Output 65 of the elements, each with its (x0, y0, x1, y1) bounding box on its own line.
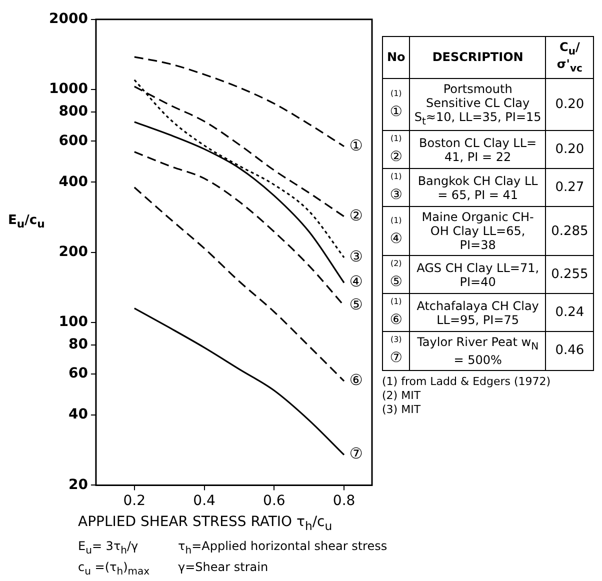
y-tick-label: 80 (68, 336, 88, 353)
annotation: ③ (349, 247, 363, 266)
text: ⑦ (390, 350, 402, 366)
text: 0.24 (546, 294, 594, 332)
text: No (382, 36, 410, 78)
text: Atchafalaya CH Clay LL=95, PI=75 (410, 294, 546, 332)
text: AGS CH Clay LL=71, PI=40 (410, 256, 546, 294)
text: C$_{u}$/σ'$_{vc}$ (546, 36, 594, 78)
annotation: ④ (349, 272, 363, 291)
x-tick-label: 0.8 (332, 493, 356, 510)
text: (2) (390, 259, 402, 268)
line-series (134, 186, 345, 382)
annotation: ⑤ (349, 296, 363, 314)
annotation: ⑦ (349, 444, 363, 463)
line-series (134, 307, 345, 456)
text: (1) (390, 134, 402, 144)
text: (2) MIT (382, 388, 422, 403)
text: (1) (390, 297, 402, 306)
x-axis-title: APPLIED SHEAR STRESS RATIO τ$_{h}$/c$_{u}$ (78, 514, 332, 533)
text: 0.27 (546, 168, 594, 207)
x-tick-label: 0.4 (193, 493, 216, 510)
y-tick-label: 20 (68, 476, 88, 493)
text: (1) (390, 172, 402, 182)
text: 0.20 (546, 78, 594, 131)
annotation: ① (349, 136, 363, 154)
y-tick-label: 1000 (48, 81, 88, 98)
y-tick-label: 800 (58, 104, 88, 120)
y-tick-label: 400 (58, 174, 88, 190)
text: ① (390, 104, 402, 120)
text: DESCRIPTION (410, 36, 546, 78)
text: c$_{u}$ =(τ$_{h}$)$_{max}$ (78, 559, 151, 580)
text: (1) (390, 216, 402, 225)
text: E$_{u}$= 3τ$_{h}$/γ (78, 538, 140, 558)
x-tick-label: 0.6 (263, 493, 286, 510)
text: (3) (390, 335, 402, 344)
text: ⑥ (390, 312, 402, 328)
text: Taylor River Peat w$_{N}$ = 500% (417, 335, 539, 367)
text: (3) MIT (382, 402, 422, 417)
y-tick-label: 200 (58, 244, 88, 260)
text: γ=Shear strain (178, 559, 268, 576)
annotation: ② (349, 206, 363, 224)
text: 0.285 (546, 206, 594, 256)
text: τ$_{h}$=Applied horizontal shear stress (178, 538, 388, 558)
text: Maine Organic CH-OH Clay LL=65, PI=38 (410, 206, 546, 256)
text: ② (390, 149, 402, 166)
y-tick-label: 600 (58, 132, 88, 149)
text: 0.255 (546, 256, 594, 294)
text: (1) from Ladd & Edgers (1972) (382, 374, 552, 389)
text: Bangkok CH Clay LL = 65, PI = 41 (410, 168, 546, 207)
text: ④ (390, 230, 402, 247)
y-tick-label: 100 (58, 314, 88, 330)
y-tick-label: 40 (68, 406, 88, 423)
text: 0.46 (546, 332, 594, 370)
y-tick-label: 2000 (48, 11, 88, 28)
text: 0.20 (546, 130, 594, 169)
text: Portsmouth Sensitive CL Clay S$_{t}$≈10, LL=35, PI=15 (410, 78, 546, 131)
y-tick-label: 60 (68, 366, 88, 382)
line-series (134, 56, 345, 148)
text: ③ (390, 187, 402, 204)
annotation: ⑥ (349, 370, 363, 389)
y-axis-title: E$_{u}$/c$_{u}$ (8, 213, 45, 231)
x-tick-label: 0.2 (123, 493, 146, 510)
text: ⑤ (390, 274, 402, 290)
text: Boston CL Clay LL= 41, PI = 22 (410, 130, 546, 169)
text: (1) (390, 88, 402, 98)
